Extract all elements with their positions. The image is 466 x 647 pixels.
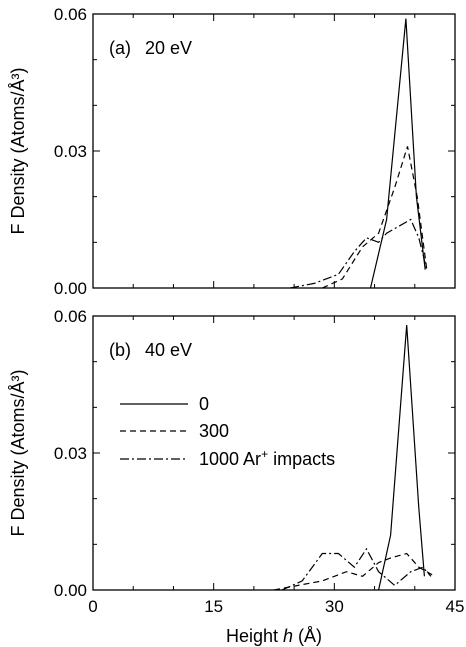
x-tick-label: 30 (325, 597, 344, 616)
y-tick-label: 0.03 (54, 142, 87, 161)
energy-label: 40 eV (145, 340, 192, 360)
y-axis-title: F Density (Atoms/Å³) (8, 67, 28, 234)
y-tick-label: 0.06 (54, 307, 87, 326)
legend-label: 0 (199, 394, 209, 414)
x-tick-label: 45 (446, 597, 465, 616)
legend-label: 1000 Ar+ impacts (199, 447, 335, 469)
panel-a: 0.00 0.03 0.06 F Density (Atoms/Å³) (a) 20 eV (8, 5, 456, 298)
y-tick-label: 0.06 (54, 5, 87, 24)
series-line-solid (369, 18, 426, 289)
y-tick-label: 0.00 (54, 581, 87, 600)
y-tick-label: 0.00 (54, 279, 87, 298)
y-tick-label: 0.03 (54, 444, 87, 463)
legend: 0 300 1000 Ar+ impacts (120, 394, 335, 469)
series-line-dashed (322, 146, 428, 289)
panel-label: (a) (109, 38, 131, 58)
energy-label: 20 eV (145, 38, 192, 58)
legend-label: 300 (199, 421, 229, 441)
panel-b: 0.00 0.03 0.06 0 15 30 45 F Density (Atoms/Å³) (… (8, 307, 464, 616)
svg-text:Height h (Å): Height h (Å) (226, 626, 322, 646)
x-tick-label: 0 (88, 597, 97, 616)
y-axis-title: F Density (Atoms/Å³) (8, 369, 28, 536)
series-line-dashdot (289, 218, 428, 289)
x-axis-title: Height h (Å) (226, 626, 322, 646)
series-line-dashed (273, 552, 436, 591)
panel-label: (b) (109, 340, 131, 360)
x-tick-label: 15 (204, 597, 223, 616)
series-line-solid (378, 325, 425, 591)
series-line-dashdot (281, 547, 432, 591)
